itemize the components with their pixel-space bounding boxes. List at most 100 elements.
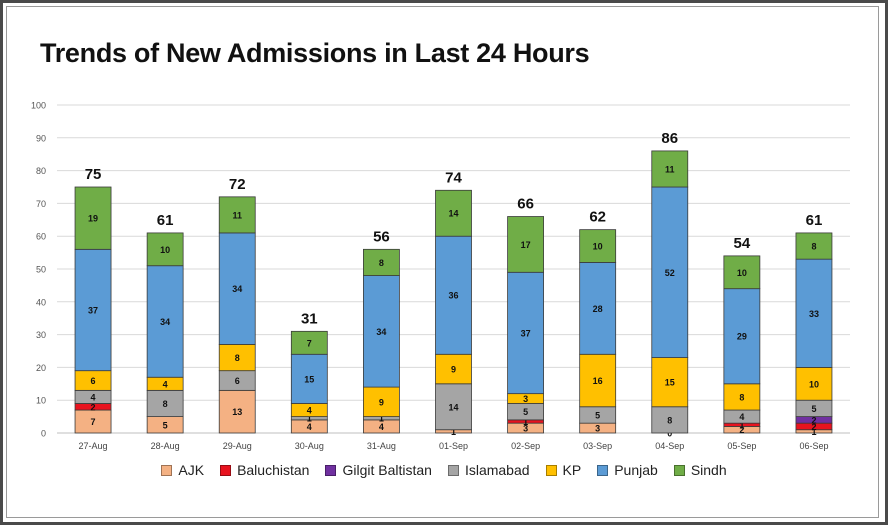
legend-swatch [545, 464, 557, 476]
y-tick-label: 80 [36, 166, 46, 176]
segment-label: 37 [521, 328, 531, 338]
segment-label: 8 [379, 258, 384, 268]
segment-label: 34 [160, 317, 170, 327]
segment-label: 5 [811, 404, 816, 414]
y-tick-label: 30 [36, 330, 46, 340]
chart-legend: AJK Baluchistan Gilgit Baltistan Islamabad K… [0, 462, 888, 478]
bar-segment [218, 196, 256, 234]
segment-label: 8 [163, 399, 168, 409]
segment-label: 52 [665, 268, 675, 278]
segment-label: 1 [307, 414, 312, 424]
segment-label: 3 [523, 394, 528, 404]
x-tick-label: 27-Aug [79, 441, 108, 451]
segment-label: 7 [307, 338, 312, 348]
bar-segment [218, 389, 256, 434]
segment-label: 14 [448, 209, 458, 219]
bar-segment [74, 186, 112, 250]
segment-label: 1 [379, 414, 384, 424]
bar-segment [651, 357, 689, 408]
segment-label: 8 [667, 415, 672, 425]
bar-segment [74, 248, 112, 372]
y-tick-label: 70 [36, 199, 46, 209]
y-tick-label: 60 [36, 232, 46, 242]
segment-label: 4 [739, 412, 744, 422]
x-tick-label: 30-Aug [295, 441, 324, 451]
bar-segment [507, 216, 544, 273]
total-label: 75 [85, 166, 102, 183]
segment-label: 13 [232, 407, 242, 417]
x-tick-label: 29-Aug [223, 441, 252, 451]
legend-item: Baluchistan [220, 462, 309, 478]
segment-label: 10 [160, 245, 170, 255]
segment-label: 5 [523, 407, 528, 417]
segment-label: 2 [811, 415, 816, 425]
legend-label: Baluchistan [237, 462, 310, 478]
total-label: 61 [157, 212, 174, 229]
legend-label: KP [562, 462, 582, 478]
segment-label: 9 [451, 365, 456, 375]
x-tick-label: 05-Sep [727, 441, 756, 451]
legend-item: KP [545, 462, 582, 478]
segment-label: 8 [811, 242, 816, 252]
segment-label: 10 [809, 379, 819, 389]
total-label: 86 [661, 130, 678, 147]
segment-label: 0 [667, 429, 672, 439]
legend-label: Gilgit Baltistan [342, 462, 432, 478]
bar-segment [218, 344, 256, 372]
bar-segment [579, 229, 617, 263]
segment-label: 34 [232, 284, 242, 294]
segment-label: 4 [91, 392, 96, 402]
legend-label: AJK [178, 462, 205, 478]
segment-label: 6 [235, 376, 240, 386]
segment-label: 2 [739, 425, 744, 435]
segment-label: 14 [448, 402, 458, 412]
y-tick-label: 0 [41, 429, 46, 439]
legend-item: AJK [161, 462, 204, 478]
segment-label: 28 [593, 304, 603, 314]
total-label: 54 [734, 235, 751, 252]
total-label: 72 [229, 176, 246, 193]
x-tick-label: 02-Sep [511, 441, 540, 451]
total-label: 31 [301, 310, 318, 327]
x-tick-label: 31-Aug [367, 441, 396, 451]
y-tick-label: 90 [36, 133, 46, 143]
segment-label: 1 [523, 417, 528, 427]
segment-label: 11 [665, 164, 675, 174]
bar-segment [795, 258, 833, 368]
segment-label: 29 [737, 332, 747, 342]
segment-label: 1 [739, 420, 744, 430]
segment-label: 19 [88, 214, 98, 224]
segment-label: 3 [595, 424, 600, 434]
segment-label: 16 [593, 376, 603, 386]
legend-swatch [673, 464, 685, 476]
y-tick-label: 100 [31, 101, 46, 111]
segment-label: 33 [809, 309, 819, 319]
total-label: 62 [589, 209, 606, 226]
bar-segment [146, 232, 184, 267]
segment-label: 2 [91, 402, 96, 412]
bar-segment [435, 353, 472, 385]
bar-segment [579, 353, 617, 408]
segment-label: 15 [665, 378, 675, 388]
bar-segment [651, 150, 689, 188]
bar-segment [435, 383, 472, 431]
x-tick-label: 04-Sep [655, 441, 684, 451]
legend-label: Islamabad [464, 462, 530, 478]
segment-label: 36 [448, 291, 458, 301]
segment-label: 4 [379, 422, 384, 432]
segment-label: 15 [304, 374, 314, 384]
segment-label: 3 [523, 424, 528, 434]
bar-segment [651, 186, 689, 358]
segment-label: 34 [376, 327, 386, 337]
bar-segment [435, 235, 472, 355]
segment-label: 6 [91, 376, 96, 386]
legend-swatch [597, 464, 609, 476]
bar-segment [363, 275, 400, 388]
bar-segment [290, 330, 328, 355]
segment-label: 8 [739, 392, 744, 402]
segment-label: 1 [811, 427, 816, 437]
legend-label: Punjab [614, 462, 658, 478]
bar-segment [363, 248, 400, 276]
segment-label: 11 [232, 210, 242, 220]
bar-segment [290, 353, 328, 404]
